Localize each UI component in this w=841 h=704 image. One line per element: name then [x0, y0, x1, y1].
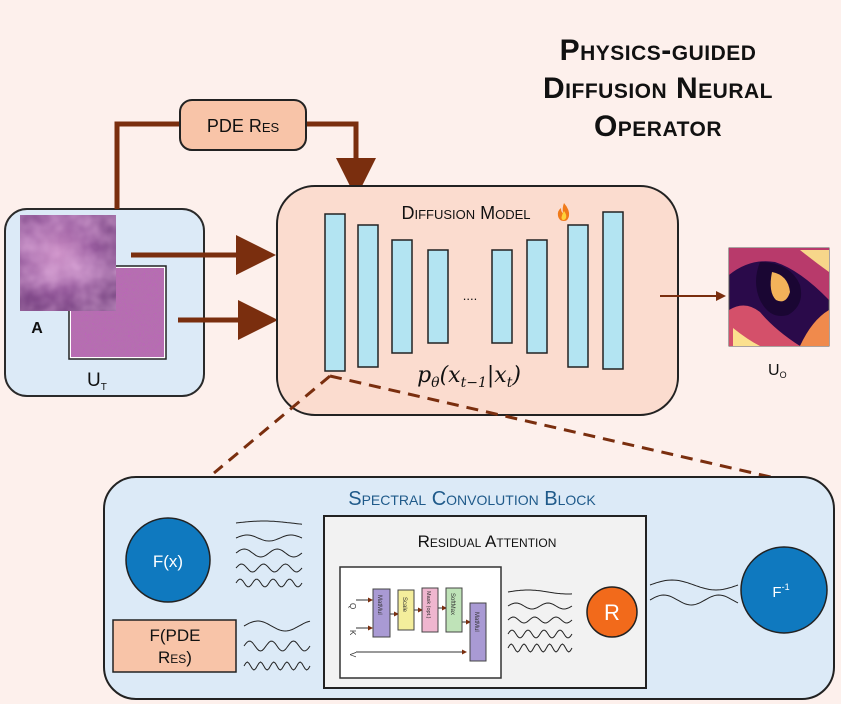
fpde-wave-2 [243, 640, 311, 652]
attn-wave-2 [507, 602, 573, 610]
spectral-block-title: Spectral Convolution Block [348, 488, 596, 510]
fpde-res-label-line1: F(PDE [150, 626, 201, 645]
output-field-pattern [729, 248, 829, 346]
attn-input-v: V [348, 652, 357, 658]
pde-res-label: PDE Res [207, 116, 280, 136]
unet-layer-1 [324, 213, 346, 372]
pde-res-box [179, 99, 307, 151]
title-line-2: Diffusion Neural [543, 72, 773, 105]
unet-layer-6 [526, 239, 548, 354]
fx-wave-2 [235, 534, 303, 542]
fpde-wave-1 [243, 620, 311, 632]
attn-input-q: Q [348, 603, 357, 609]
r-label: R [604, 600, 620, 625]
unet-layer-8 [602, 211, 624, 370]
out-wave-2 [649, 594, 739, 606]
fx-circle [125, 517, 211, 603]
attn-label-softmax: SoftMax [449, 593, 455, 615]
diffusion-model-title: Diffusion Model [401, 203, 530, 223]
attn-label-mask: Mask (opt.) [425, 591, 431, 619]
unet-layer-5 [491, 249, 513, 344]
diffusion-formula: pθ(xt−1|xt) [417, 363, 521, 391]
fx-wave-4 [235, 563, 303, 573]
attn-label-matmul-2: MatMul [473, 612, 479, 632]
unet-layer-4 [427, 249, 449, 344]
a-label: A [31, 320, 43, 337]
fpde-spectrum-waves [243, 620, 311, 671]
unet-layer-7 [567, 224, 589, 368]
dashed-connector-left [213, 374, 331, 475]
finv-label: F-1 [772, 582, 789, 601]
attn-block-matmul-1 [372, 588, 391, 638]
layers-ellipsis: .... [463, 288, 477, 303]
attn-wave-5 [507, 643, 573, 653]
title-line-1: Physics-guided [559, 34, 757, 67]
pde-res-input-connector [114, 121, 180, 209]
fpde-res-label-line2: Res) [158, 648, 192, 667]
fx-wave-1 [235, 520, 303, 525]
fx-wave-5 [235, 578, 303, 588]
residual-attention-title: Residual Attention [418, 532, 557, 551]
attn-wave-1 [507, 589, 573, 595]
attn-label-matmul-1: MatMul [376, 595, 382, 615]
attn-block-mask [421, 587, 439, 633]
attn-block-matmul-2 [469, 602, 487, 662]
attn-input-k: K [348, 630, 357, 636]
diagram-title: Physics-guided Diffusion Neural Operator [488, 32, 828, 146]
attn-wave-3 [507, 616, 573, 624]
fpde-wave-3 [243, 661, 311, 671]
finv-circle [740, 546, 828, 634]
unet-layers [324, 211, 624, 372]
ut-label: UT [87, 370, 107, 393]
fx-wave-3 [235, 548, 303, 558]
fx-label: F(x) [153, 552, 183, 571]
title-line-3: Operator [593, 110, 723, 143]
pde-res-output-arrow [306, 121, 376, 198]
fx-spectrum-waves [235, 520, 303, 588]
output-label: UO [768, 362, 787, 380]
attention-mechanism: Q K V MatMul Scale Mask (opt.) SoftMax M… [348, 587, 487, 662]
attn-block-scale [397, 589, 415, 631]
fpde-res-box [112, 619, 237, 673]
attn-wave-4 [507, 629, 573, 639]
attn-label-scale: Scale [401, 597, 407, 613]
flame-icon [557, 203, 570, 221]
attn-block-softmax [445, 587, 463, 633]
out-wave-1 [649, 579, 739, 591]
coefficient-field-texture [20, 215, 116, 311]
spectral-output-waves [649, 579, 739, 606]
dashed-connector-right [329, 374, 776, 480]
unet-layer-2 [357, 224, 379, 368]
r-circle [586, 586, 638, 638]
unet-layer-3 [391, 239, 413, 354]
attention-output-waves [507, 589, 573, 653]
